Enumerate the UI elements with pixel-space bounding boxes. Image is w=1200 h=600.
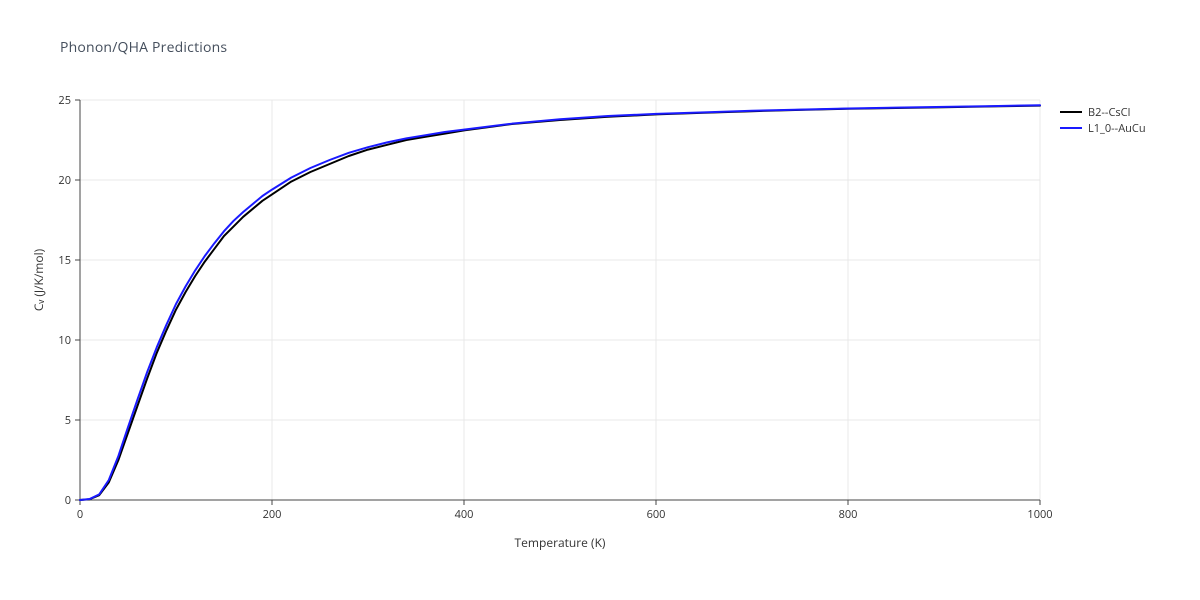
y-tick-label: 20 [58, 173, 71, 188]
chart-container: { "chart": { "type": "line", "title": "P… [0, 0, 1200, 600]
y-axis-label: Cᵥ (J/K/mol) [30, 220, 47, 340]
y-tick-label: 25 [58, 93, 71, 108]
legend-item[interactable]: B2--CsCl [1060, 104, 1146, 120]
legend-swatch [1060, 111, 1082, 113]
legend: B2--CsClL1_0--AuCu [1060, 104, 1146, 136]
legend-swatch [1060, 127, 1082, 129]
x-tick-label: 600 [647, 507, 666, 522]
plot-area: 0 200 400 600 800 1000 0 5 10 15 20 25 [0, 0, 1200, 600]
x-axis-label: Temperature (K) [500, 534, 620, 551]
y-tick-label: 0 [65, 493, 71, 508]
y-tick-label: 15 [58, 253, 71, 268]
y-tick-label: 5 [65, 413, 71, 428]
legend-item[interactable]: L1_0--AuCu [1060, 120, 1146, 136]
legend-label: B2--CsCl [1088, 105, 1130, 120]
x-tick-label: 800 [839, 507, 858, 522]
x-tick-label: 1000 [1027, 507, 1052, 522]
series-line-1 [80, 105, 1040, 500]
x-tick-label: 200 [263, 507, 282, 522]
series-line-0 [80, 106, 1040, 500]
x-tick-label: 400 [455, 507, 474, 522]
legend-label: L1_0--AuCu [1088, 121, 1146, 136]
x-tick-label: 0 [77, 507, 83, 522]
y-tick-label: 10 [58, 333, 71, 348]
chart-title: Phonon/QHA Predictions [60, 38, 227, 57]
